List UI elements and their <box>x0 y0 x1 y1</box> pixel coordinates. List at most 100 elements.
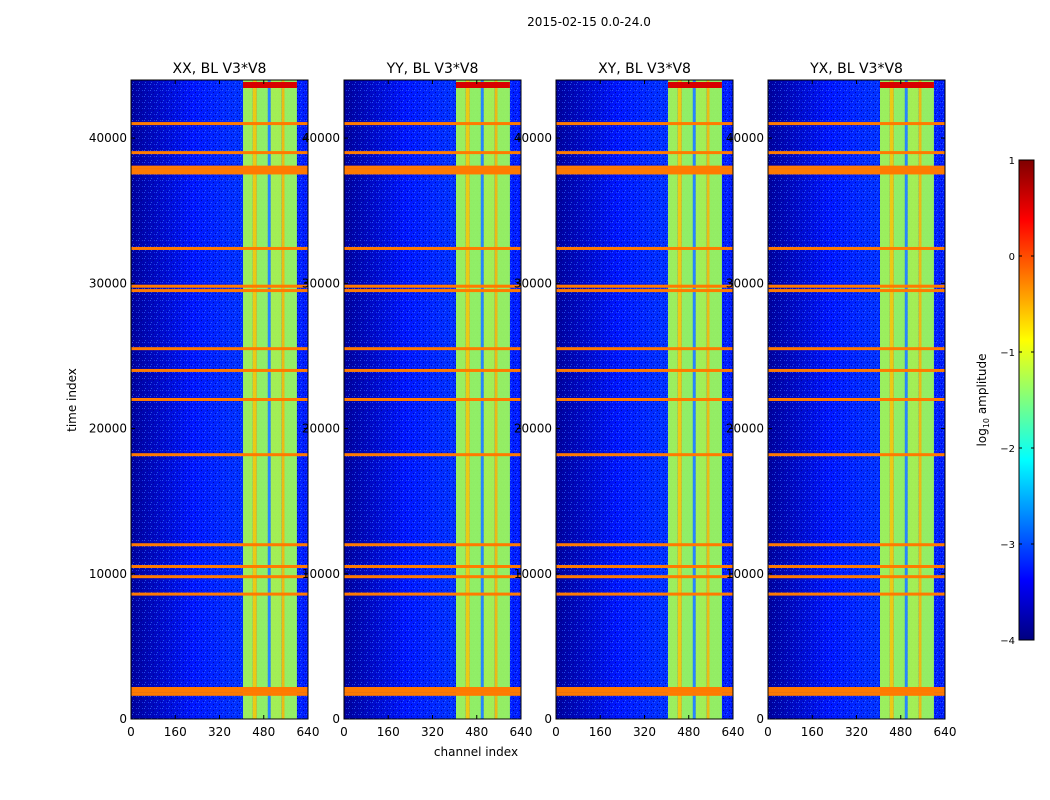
hot-region <box>668 82 722 88</box>
flagged-time-row <box>131 151 308 155</box>
flagged-time-row <box>556 151 733 155</box>
y-tick-label: 10000 <box>514 567 552 581</box>
heatmap-panel: XX, BL V3*V8 0 160 320 480 640 0 10000 20000 3000… <box>89 61 320 739</box>
x-tick-label: 480 <box>889 725 912 739</box>
colorbar-gradient <box>1018 159 1035 641</box>
flagged-time-row <box>344 543 521 547</box>
flagged-time-row <box>131 453 308 457</box>
y-tick-label: 40000 <box>89 131 127 145</box>
flagged-time-row <box>131 689 308 693</box>
flagged-time-row <box>768 689 945 693</box>
y-axis-label: time index <box>65 368 79 432</box>
flagged-time-row <box>131 168 308 172</box>
flagged-time-row <box>344 453 521 457</box>
flagged-time-row <box>768 122 945 126</box>
flagged-time-row <box>556 284 733 288</box>
colorbar-label: log10 amplitude <box>975 354 991 447</box>
x-tick-label: 320 <box>845 725 868 739</box>
flagged-time-row <box>344 168 521 172</box>
y-tick-label: 30000 <box>514 276 552 290</box>
flagged-time-row <box>131 575 308 579</box>
y-tick-label: 40000 <box>514 131 552 145</box>
x-tick-label: 320 <box>421 725 444 739</box>
y-tick-label: 0 <box>756 712 764 726</box>
colorbar-label-prefix: log <box>975 428 989 446</box>
flagged-time-row <box>556 171 733 175</box>
x-tick-label: 160 <box>589 725 612 739</box>
flagged-time-row <box>556 592 733 596</box>
flagged-time-row <box>344 575 521 579</box>
colorbar-ticks: −4 −3 −2 −1 0 1 <box>1000 156 1034 647</box>
flagged-time-row <box>131 289 308 293</box>
flagged-time-row <box>556 289 733 293</box>
flagged-time-row <box>768 289 945 293</box>
flagged-time-row <box>768 687 945 691</box>
y-tick-label: 40000 <box>726 131 764 145</box>
colorbar-label-suffix: amplitude <box>975 354 989 418</box>
flagged-time-row <box>768 592 945 596</box>
flagged-time-row <box>556 246 733 250</box>
flagged-time-row <box>344 347 521 351</box>
flagged-time-row <box>768 165 945 169</box>
flagged-time-row <box>556 398 733 401</box>
flagged-time-row <box>131 687 308 691</box>
y-tick-label: 0 <box>332 712 340 726</box>
panel-title: XY, BL V3*V8 <box>598 61 691 77</box>
flagged-time-row <box>131 398 308 401</box>
flagged-time-row <box>556 165 733 169</box>
y-tick-label: 30000 <box>89 276 127 290</box>
flagged-time-row <box>131 692 308 696</box>
flagged-time-row <box>131 246 308 250</box>
flagged-time-row <box>768 368 945 372</box>
flagged-time-row <box>556 689 733 693</box>
flagged-time-row <box>131 122 308 126</box>
flagged-time-row <box>768 575 945 579</box>
flagged-time-row <box>556 122 733 126</box>
heatmap-panel: YY, BL V3*V8 0 160 320 480 640 0 10000 20000 3000… <box>302 61 533 739</box>
x-tick-label: 640 <box>934 725 957 739</box>
flagged-time-row <box>344 122 521 126</box>
x-tick-label: 160 <box>801 725 824 739</box>
y-tick-label: 10000 <box>302 567 340 581</box>
x-tick-label: 0 <box>127 725 135 739</box>
panel-title: YY, BL V3*V8 <box>386 61 479 77</box>
flagged-time-row <box>344 165 521 169</box>
flagged-time-row <box>768 168 945 172</box>
flagged-time-row <box>768 543 945 547</box>
y-tick-label: 20000 <box>514 422 552 436</box>
flagged-time-row <box>768 398 945 401</box>
flagged-time-row <box>344 151 521 155</box>
y-tick-label: 10000 <box>89 567 127 581</box>
flagged-time-row <box>556 565 733 569</box>
y-tick-label: 20000 <box>89 422 127 436</box>
x-tick-label: 640 <box>510 725 533 739</box>
flagged-time-row <box>131 284 308 288</box>
flagged-time-row <box>131 171 308 175</box>
hot-region <box>243 82 297 88</box>
flagged-time-row <box>556 368 733 372</box>
flagged-time-row <box>131 165 308 169</box>
flagged-time-row <box>131 592 308 596</box>
flagged-time-row <box>131 543 308 547</box>
y-tick-label: 40000 <box>302 131 340 145</box>
flagged-time-row <box>344 246 521 250</box>
y-tick-label: 0 <box>119 712 127 726</box>
flagged-time-row <box>768 453 945 457</box>
x-tick-label: 0 <box>340 725 348 739</box>
x-tick-label: 320 <box>633 725 656 739</box>
flagged-time-row <box>556 347 733 351</box>
x-tick-label: 0 <box>764 725 772 739</box>
y-tick-label: 30000 <box>302 276 340 290</box>
colorbar-tick-label: 1 <box>1009 156 1015 167</box>
flagged-time-row <box>344 692 521 696</box>
flagged-time-row <box>344 284 521 288</box>
flagged-time-row <box>556 543 733 547</box>
hot-region <box>880 82 934 88</box>
y-tick-label: 20000 <box>302 422 340 436</box>
flagged-time-row <box>556 687 733 691</box>
flagged-time-row <box>768 284 945 288</box>
flagged-time-row <box>344 171 521 175</box>
flagged-time-row <box>768 347 945 351</box>
x-axis-label: channel index <box>434 745 518 759</box>
